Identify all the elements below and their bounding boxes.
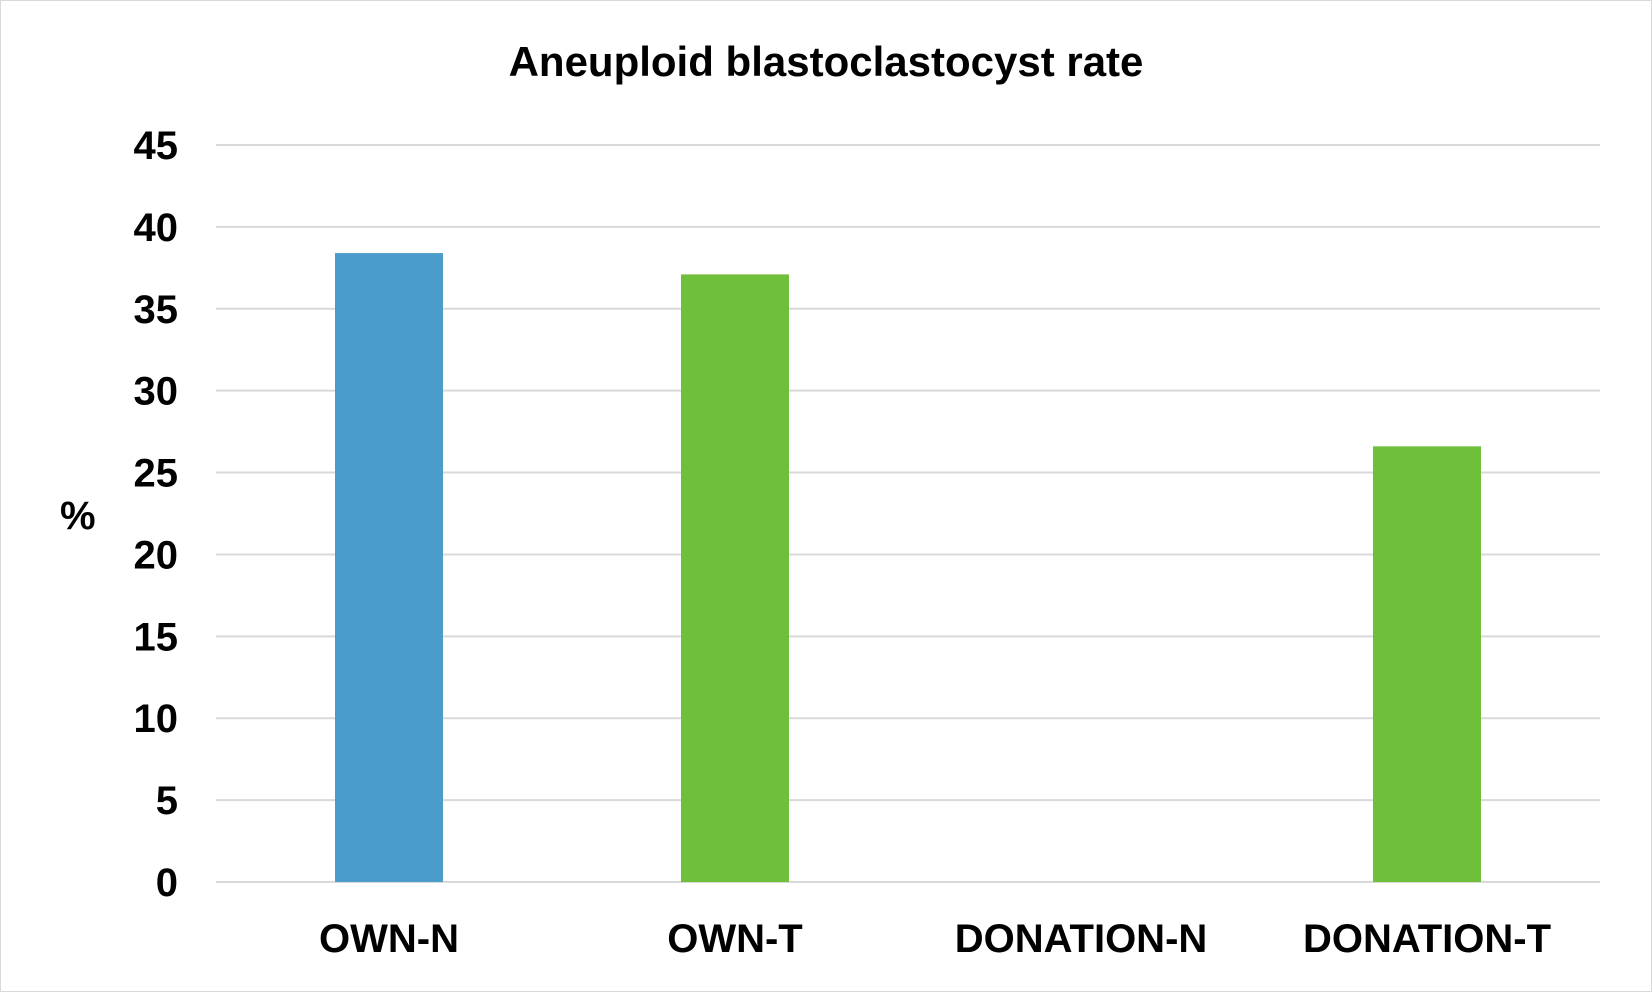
bar-donation-t (1373, 446, 1481, 882)
x-tick-label: OWN-N (319, 917, 459, 961)
x-tick-labels: OWN-N OWN-T DONATION-N DONATION-T (319, 917, 1551, 961)
y-tick-label: 10 (134, 697, 179, 741)
y-tick-labels: 0 5 10 15 20 25 30 35 40 45 (134, 124, 179, 905)
y-tick-label: 5 (156, 779, 178, 823)
bars (335, 253, 1481, 883)
chart-title: Aneuploid blastoclastocyst rate (508, 38, 1144, 85)
y-axis-label: % (60, 494, 96, 538)
bar-own-n (335, 253, 443, 883)
y-tick-label: 35 (134, 288, 179, 332)
bar-own-t (681, 274, 789, 883)
x-tick-label: DONATION-N (955, 917, 1208, 961)
y-tick-label: 45 (134, 124, 179, 168)
y-tick-label: 20 (134, 533, 179, 577)
y-tick-label: 0 (156, 861, 178, 905)
y-tick-label: 40 (134, 206, 179, 250)
y-tick-label: 30 (134, 370, 179, 414)
y-tick-label: 25 (134, 452, 179, 496)
y-tick-label: 15 (134, 615, 179, 659)
x-tick-label: OWN-T (667, 917, 803, 961)
x-tick-label: DONATION-T (1303, 917, 1551, 961)
gridlines (216, 144, 1600, 883)
